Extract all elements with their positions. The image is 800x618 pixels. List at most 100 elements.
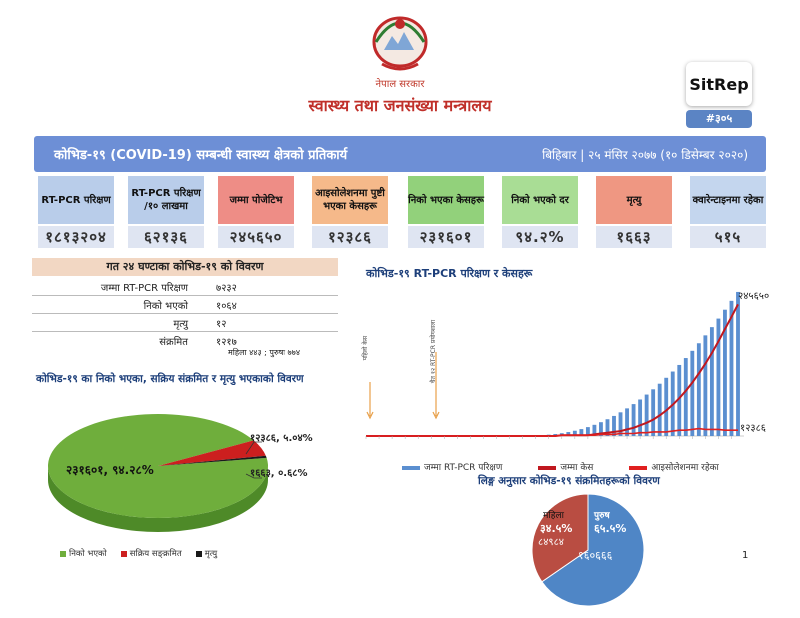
test-bar [566, 432, 571, 436]
last24-value: ७२३२ [216, 283, 237, 294]
recovery-pie-chart [47, 414, 269, 532]
annotation-arrow [366, 382, 374, 420]
female-percent: ३४.५% [540, 522, 573, 535]
stat-value: ६२१३६ [128, 226, 204, 248]
legend-cases: जम्मा केस [538, 460, 593, 473]
test-bar [703, 335, 708, 436]
legend-active: सक्रिय सङ्क्रमित [120, 548, 182, 559]
female-count: ८४९८४ [538, 537, 564, 548]
test-bar [690, 350, 695, 436]
title-banner: कोभिड-१९ (COVID-19) सम्बन्धी स्वास्थ्य क… [34, 136, 766, 172]
gender-chart-title: लिङ्ग अनुसार कोभिड-१९ संक्रमितहरूको विवर… [478, 475, 660, 487]
legend-isolation: आइसोलेशनमा रहेका [629, 460, 719, 473]
cases-line [366, 303, 739, 437]
stat-label: क्वारेन्टाइनमा रहेका [690, 176, 766, 224]
last24-label: जम्मा RT-PCR परिक्षण [100, 283, 188, 294]
pie-slice-2 [158, 455, 267, 466]
pie-label-recovered: २३१६०१, ९४.२८% [66, 463, 154, 477]
last24-value: १२१७ [216, 337, 237, 348]
stat-label: जम्मा पोजेटिभ [218, 176, 294, 224]
stat-label: RT-PCR परिक्षण /१० लाखमा [128, 176, 204, 224]
sitrep-badge: SitRep [686, 62, 752, 106]
stat-card: क्वारेन्टाइनमा रहेका ५१५ [690, 176, 766, 250]
pie-label-active: १२३८६, ५.०४% [250, 433, 313, 444]
test-bar [579, 429, 584, 436]
last24-header: गत २४ घण्टाका कोभिड-१९ को विवरण [32, 258, 338, 276]
stat-value: २४५६५० [218, 226, 294, 248]
pie-slice-1 [158, 440, 266, 466]
test-bar [572, 430, 577, 436]
row-divider [32, 313, 338, 314]
last24-value: १०६४ [216, 301, 237, 312]
stat-label: आइसोलेशनमा पुष्टी भएका केसहरू [312, 176, 388, 224]
test-bar [729, 300, 734, 436]
stat-card: जम्मा पोजेटिभ २४५६५० [218, 176, 294, 250]
stat-label: निको भएका केसहरू [408, 176, 484, 224]
annotation-arrow [432, 352, 440, 420]
male-count: १६०६६६ [578, 549, 613, 562]
last24-label: मृत्यु [173, 319, 188, 330]
pie-label-deaths: १६६३, ०.६८% [250, 468, 308, 479]
male-slice [541, 493, 645, 607]
last24-label: निको भएको [143, 301, 188, 312]
ministry-title: स्वास्थ्य तथा जनसंख्या मन्त्रालय [308, 96, 492, 115]
test-bar [723, 309, 727, 436]
isolation-line [366, 427, 738, 437]
test-bar [657, 383, 662, 436]
government-label: नेपाल सरकार [375, 79, 425, 90]
test-bar [612, 415, 616, 436]
test-bar [683, 358, 688, 436]
stat-value: १२३८६ [312, 226, 388, 248]
pie-leader-line [245, 441, 262, 455]
annotation-first-case: पहिलो केस [362, 336, 369, 361]
page-number: 1 [742, 550, 749, 561]
female-slice [531, 493, 589, 583]
test-bar [631, 404, 636, 436]
test-bar [625, 408, 629, 436]
stat-card: मृत्यु १६६३ [596, 176, 672, 250]
test-bar [651, 389, 656, 436]
isolation-end-label: १२३८६ [740, 423, 766, 434]
stat-label: RT-PCR परिक्षण [38, 176, 114, 224]
test-bar [592, 424, 597, 436]
last24-label: संक्रमित [159, 337, 188, 348]
stat-card: निको भएको दर ९४.२% [502, 176, 578, 250]
test-bar [585, 427, 590, 436]
test-bar [736, 291, 740, 436]
cases-end-label: २४५६५० [738, 291, 770, 302]
banner-date: बिहिबार | २५ मंसिर २०७७ (१० डिसेम्बर २०२… [542, 147, 748, 162]
test-bar [644, 394, 649, 436]
stat-value: ९४.२% [502, 226, 578, 248]
test-bar [696, 343, 701, 436]
stat-value: १८१३२०४ [38, 226, 114, 248]
stat-value: १६६३ [596, 226, 672, 248]
pie-legend: निको भएको सक्रिय सङ्क्रमित मृत्यु [60, 548, 217, 559]
legend-deaths: मृत्यु [195, 548, 217, 559]
test-bar [677, 364, 682, 436]
nepal-emblem-icon [372, 16, 428, 71]
gender-pie-chart [531, 493, 645, 607]
stat-label: निको भएको दर [502, 176, 578, 224]
stat-label: मृत्यु [596, 176, 672, 224]
trend-legend: जम्मा RT-PCR परिक्षण जम्मा केस आइसोलेशनम… [402, 460, 719, 473]
last24-sub: महिला ४४३ ; पुरुषः ७७४ [228, 348, 300, 357]
annotation-lab: चैत १२ RT-PCR प्रयोगशाला [430, 320, 437, 384]
test-bar [618, 412, 623, 436]
stat-card: RT-PCR परिक्षण /१० लाखमा ६२१३६ [128, 176, 204, 250]
row-divider [32, 331, 338, 332]
male-label: पुरुष [594, 511, 610, 521]
female-label: महिला [543, 511, 564, 521]
test-bar [709, 327, 714, 436]
test-bar [605, 419, 610, 436]
stat-card: RT-PCR परिक्षण १८१३२०४ [38, 176, 114, 250]
last24-value: १२ [216, 319, 227, 330]
pie-side [48, 466, 268, 532]
test-bar [638, 399, 643, 436]
banner-title: कोभिड-१९ (COVID-19) सम्बन्धी स्वास्थ्य क… [54, 148, 348, 163]
pie-chart-title: कोभिड-१९ का निको भएका, सक्रिय संक्रमित र… [36, 373, 304, 385]
test-bar [599, 422, 603, 436]
stat-value: २३१६०१ [408, 226, 484, 248]
stat-card: निको भएका केसहरू २३१६०१ [408, 176, 484, 250]
stat-card: आइसोलेशनमा पुष्टी भएका केसहरू १२३८६ [312, 176, 388, 250]
trend-chart-title: कोभिड-१९ RT-PCR परिक्षण र केसहरू [366, 267, 533, 280]
